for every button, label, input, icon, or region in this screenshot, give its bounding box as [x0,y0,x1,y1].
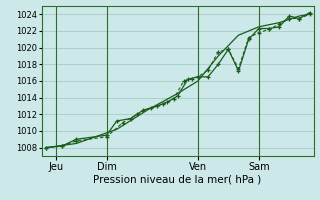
X-axis label: Pression niveau de la mer( hPa ): Pression niveau de la mer( hPa ) [93,174,262,184]
